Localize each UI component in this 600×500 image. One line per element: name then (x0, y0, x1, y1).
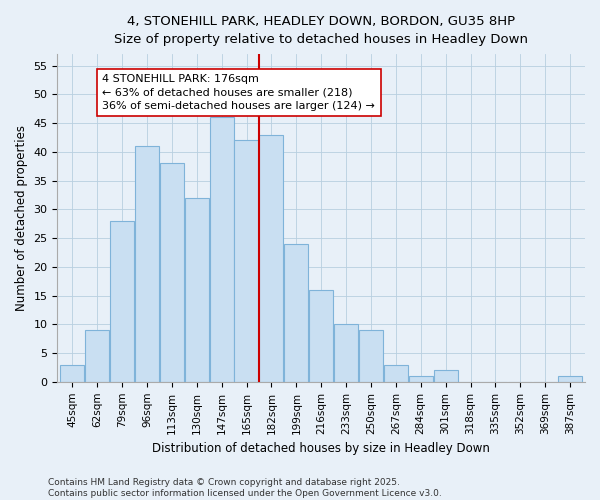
Bar (284, 244, 308, 382)
Bar (384, 364, 408, 382)
Bar (185, 198, 209, 382)
Bar (110, 221, 134, 382)
Bar (235, 140, 259, 382)
Bar (558, 376, 582, 382)
Bar (209, 118, 234, 382)
Title: 4, STONEHILL PARK, HEADLEY DOWN, BORDON, GU35 8HP
Size of property relative to d: 4, STONEHILL PARK, HEADLEY DOWN, BORDON,… (114, 15, 528, 46)
Text: Contains HM Land Registry data © Crown copyright and database right 2025.
Contai: Contains HM Land Registry data © Crown c… (48, 478, 442, 498)
Y-axis label: Number of detached properties: Number of detached properties (15, 125, 28, 311)
Bar (135, 146, 159, 382)
Bar (309, 290, 333, 382)
Bar (409, 376, 433, 382)
X-axis label: Distribution of detached houses by size in Headley Down: Distribution of detached houses by size … (152, 442, 490, 455)
Text: 4 STONEHILL PARK: 176sqm
← 63% of detached houses are smaller (218)
36% of semi-: 4 STONEHILL PARK: 176sqm ← 63% of detach… (102, 74, 375, 110)
Bar (60, 364, 85, 382)
Bar (259, 134, 283, 382)
Bar (434, 370, 458, 382)
Bar (334, 324, 358, 382)
Bar (160, 164, 184, 382)
Bar (359, 330, 383, 382)
Bar (85, 330, 109, 382)
